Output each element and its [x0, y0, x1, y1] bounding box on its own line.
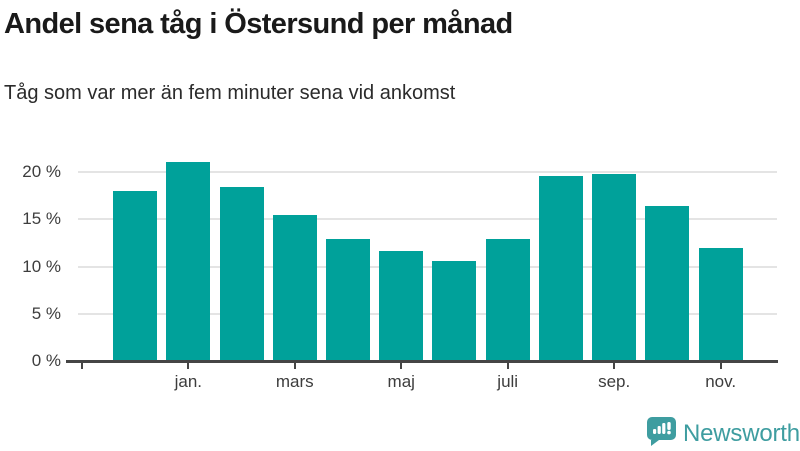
x-axis-tick-label: jan.	[174, 372, 203, 391]
bar-okt.	[645, 206, 690, 361]
x-axis-tick-label: mars	[275, 372, 314, 391]
x-axis-tick	[80, 363, 83, 369]
x-axis-tick-label: maj	[387, 372, 415, 391]
x-axis-tick	[187, 363, 190, 369]
x-axis-tick	[719, 363, 722, 369]
x-axis-tick-label: juli	[497, 372, 519, 391]
newsworthy-logo: Newsworthy	[646, 416, 800, 451]
bar-nov.	[698, 247, 743, 361]
bar-juni	[432, 260, 477, 361]
y-axis-tick-label: 15 %	[22, 209, 61, 229]
y-gridline	[78, 312, 777, 315]
x-axis-tick-label: nov.	[705, 372, 737, 391]
bar-apr.	[326, 239, 371, 361]
y-gridline	[78, 218, 777, 221]
x-axis-tick	[613, 363, 616, 369]
y-gridline	[78, 265, 777, 268]
x-axis-line	[66, 360, 778, 363]
y-axis-tick-label: 20 %	[22, 162, 61, 181]
bar-dec.	[113, 190, 158, 361]
bar-sep.	[592, 173, 637, 361]
x-axis-tick	[293, 363, 296, 369]
y-axis-tick-label: 10 %	[22, 256, 61, 276]
y-gridline	[78, 171, 777, 173]
newsworthy-speech-bubble-chart-icon	[646, 416, 677, 451]
x-axis-tick	[400, 363, 403, 369]
bar-mars	[272, 214, 317, 361]
bar-maj	[379, 251, 424, 361]
bar-feb.	[219, 187, 264, 361]
newsworthy-wordmark: Newsworthy	[683, 419, 800, 447]
bar-jan.	[166, 161, 211, 361]
y-axis-tick-label: 5 %	[31, 303, 61, 323]
y-axis-tick-label: 0 %	[31, 351, 61, 370]
chart-subtitle: Tåg som var mer än fem minuter sena vid …	[4, 82, 456, 104]
x-axis-tick	[506, 363, 509, 369]
bar-juli	[485, 239, 530, 361]
chart-title: Andel sena tåg i Östersund per månad	[4, 8, 513, 40]
bar-aug.	[538, 175, 583, 361]
x-axis-tick-label: sep.	[598, 372, 631, 391]
